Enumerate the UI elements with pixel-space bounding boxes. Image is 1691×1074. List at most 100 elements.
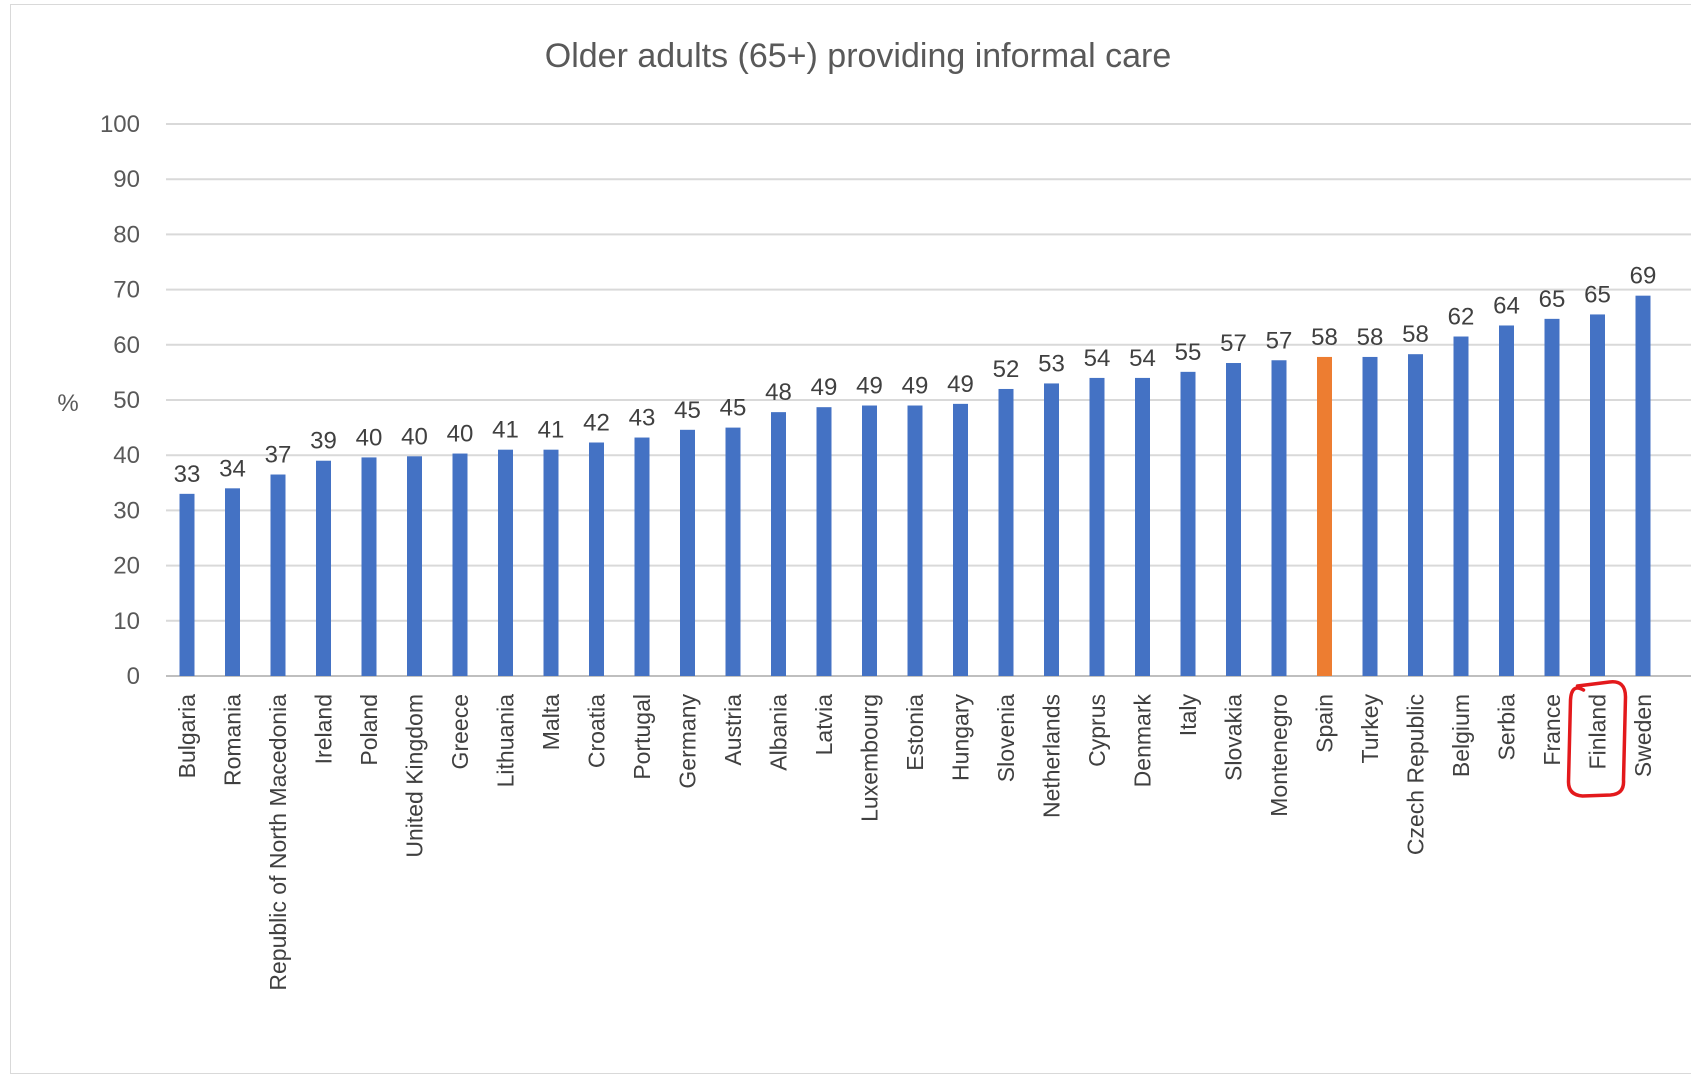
data-label: 53 xyxy=(1038,350,1065,377)
data-label: 40 xyxy=(447,421,474,448)
bar-malta xyxy=(543,449,559,676)
bar-albania xyxy=(771,412,786,676)
y-tick-label: 100 xyxy=(100,111,140,138)
category-label: Croatia xyxy=(584,694,610,768)
category-label: France xyxy=(1539,694,1565,766)
bar-luxembourg xyxy=(862,405,877,676)
bar-turkey xyxy=(1362,356,1378,676)
category-label: Republic of North Macedonia xyxy=(265,694,291,991)
data-label: 52 xyxy=(993,356,1020,383)
category-label: Czech Republic xyxy=(1403,694,1429,855)
data-label: 41 xyxy=(492,417,519,444)
data-label: 49 xyxy=(811,374,838,401)
bar-netherlands xyxy=(1044,383,1059,676)
data-label: 55 xyxy=(1175,339,1202,366)
category-label: Lithuania xyxy=(493,694,519,788)
bar-lithuania xyxy=(498,449,513,676)
bar-slovakia xyxy=(1226,363,1241,676)
data-label: 64 xyxy=(1493,292,1520,319)
y-tick-label: 50 xyxy=(113,387,140,414)
category-label: Hungary xyxy=(948,694,974,781)
bar-portugal xyxy=(634,437,650,676)
category-label: Montenegro xyxy=(1266,694,1292,817)
y-tick-label: 40 xyxy=(113,442,140,469)
y-tick-label: 0 xyxy=(127,663,140,690)
data-label: 58 xyxy=(1357,324,1384,351)
bar-france xyxy=(1544,318,1560,676)
bar-spain xyxy=(1317,356,1332,676)
bar-austria xyxy=(725,427,741,676)
data-label: 65 xyxy=(1539,286,1566,313)
data-label: 33 xyxy=(174,461,201,488)
category-label: Spain xyxy=(1312,694,1338,753)
data-label: 58 xyxy=(1311,324,1338,351)
y-tick-label: 80 xyxy=(113,221,140,248)
category-label: Belgium xyxy=(1448,694,1474,777)
bars xyxy=(179,295,1651,676)
bar-estonia xyxy=(907,405,923,676)
bar-bulgaria xyxy=(179,493,195,676)
chart-title: Older adults (65+) providing informal ca… xyxy=(545,37,1171,75)
bar-romania xyxy=(225,488,240,676)
bar-slovenia xyxy=(998,388,1014,676)
data-label: 49 xyxy=(856,373,883,400)
y-axis-label: % xyxy=(57,390,78,417)
data-label: 58 xyxy=(1402,321,1429,348)
bar-serbia xyxy=(1499,325,1514,676)
category-label: Sweden xyxy=(1630,694,1656,777)
y-tick-label: 30 xyxy=(113,497,140,524)
category-label: Luxembourg xyxy=(857,694,883,822)
bar-ireland xyxy=(316,460,331,676)
category-label: Poland xyxy=(356,694,382,766)
data-label: 45 xyxy=(674,397,701,424)
category-label: Ireland xyxy=(311,694,337,764)
category-label: Serbia xyxy=(1494,694,1520,761)
category-label: Cyprus xyxy=(1084,694,1110,767)
y-tick-label: 90 xyxy=(113,166,140,193)
data-labels: 33 34 37 39 40 40 40 41 41 42 43 45 45 48 49 49 49 49 52 53… xyxy=(174,263,1657,488)
bar-croatia xyxy=(589,442,604,676)
category-label: Bulgaria xyxy=(174,694,200,779)
bar-italy xyxy=(1180,371,1196,676)
category-label: Slovakia xyxy=(1221,694,1247,781)
bar-belgium xyxy=(1453,336,1469,676)
data-label: 69 xyxy=(1630,263,1657,290)
data-label: 37 xyxy=(265,442,292,469)
data-label: 45 xyxy=(720,395,747,422)
data-label: 57 xyxy=(1266,327,1293,354)
category-labels: Bulgaria Romania Republic of North Macedon… xyxy=(174,694,1656,991)
category-label: Estonia xyxy=(902,694,928,771)
category-label: Germany xyxy=(675,694,701,789)
category-label: Portugal xyxy=(629,694,655,780)
data-label: 40 xyxy=(356,424,383,451)
bar-sweden xyxy=(1635,295,1651,676)
category-label: Malta xyxy=(538,694,564,750)
y-tick-label: 60 xyxy=(113,332,140,359)
category-label: Turkey xyxy=(1357,694,1383,764)
category-label: Romania xyxy=(220,694,246,786)
category-label: Slovenia xyxy=(993,694,1019,782)
bar-cyprus xyxy=(1089,377,1105,676)
category-label: Albania xyxy=(766,694,792,771)
data-label: 54 xyxy=(1129,345,1156,372)
bar-hungary xyxy=(953,403,968,676)
bar-republic-of-north-macedonia xyxy=(270,474,286,676)
data-label: 57 xyxy=(1220,330,1247,357)
category-label: Netherlands xyxy=(1039,694,1065,818)
bar-germany xyxy=(680,429,695,676)
data-label: 41 xyxy=(538,417,565,444)
bar-czech-republic xyxy=(1408,354,1423,676)
data-label: 49 xyxy=(902,373,929,400)
category-label: Latvia xyxy=(811,694,837,756)
bar-montenegro xyxy=(1271,360,1287,676)
category-label: Greece xyxy=(447,694,473,769)
bar-poland xyxy=(361,457,377,676)
data-label: 40 xyxy=(401,423,428,450)
y-tick-label: 70 xyxy=(113,277,140,304)
bar-greece xyxy=(452,453,468,676)
annotations xyxy=(1566,680,1628,798)
y-tick-labels: 0 10 20 30 40 50 60 70 80 90 100 xyxy=(100,111,140,690)
category-label: Finland xyxy=(1585,694,1611,769)
data-label: 62 xyxy=(1448,304,1475,331)
